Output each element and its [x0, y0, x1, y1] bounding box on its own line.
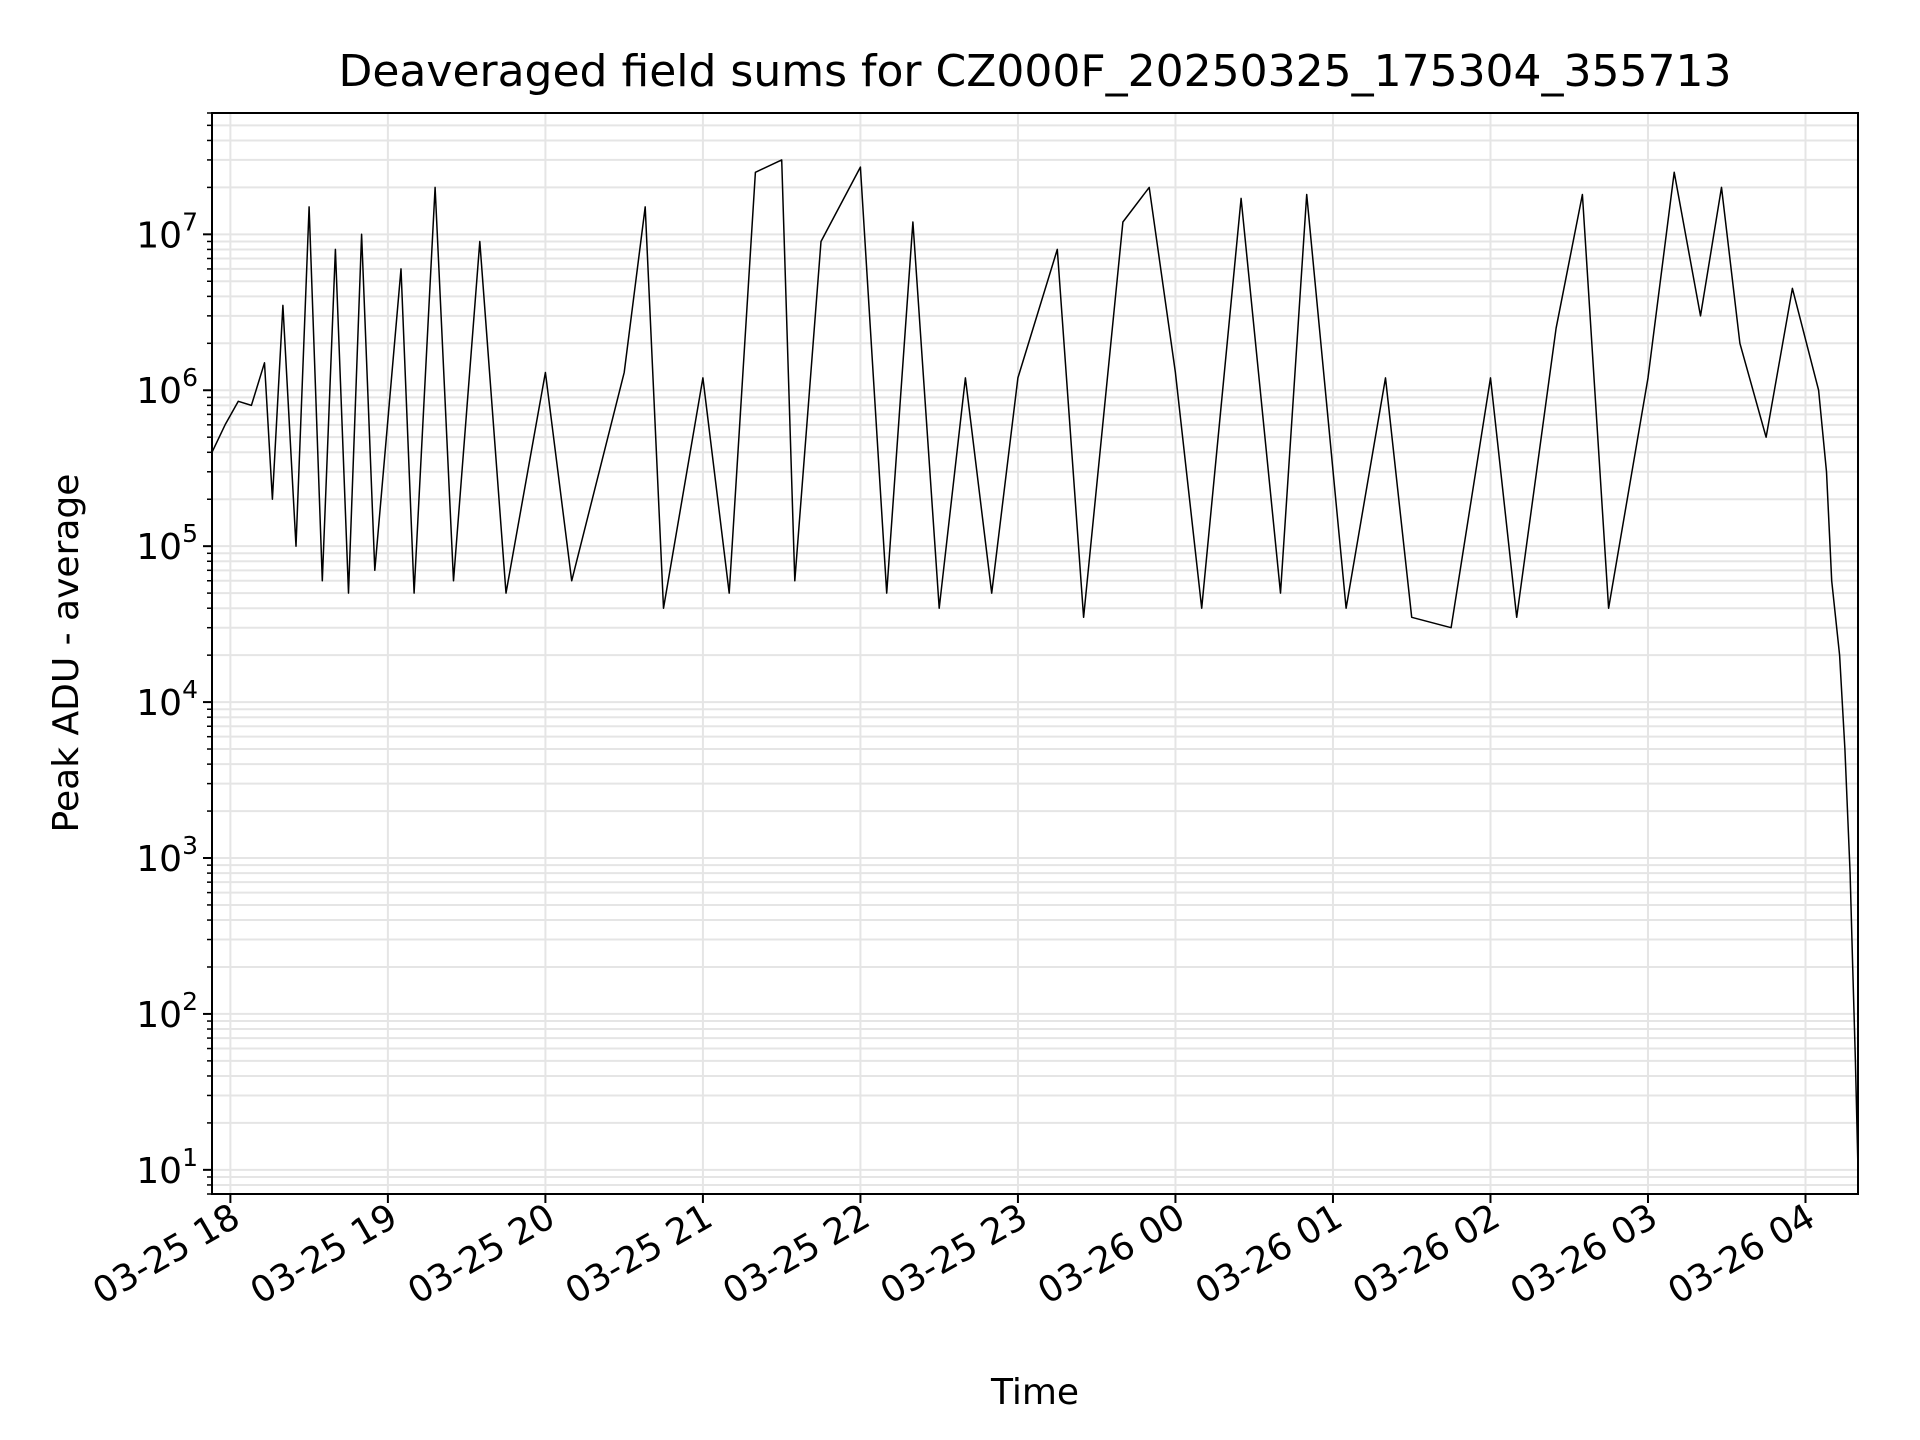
- data-series: [211, 159, 1859, 1170]
- y-tick-label: 102: [136, 987, 198, 1036]
- y-tick-label: 106: [136, 363, 198, 412]
- y-axis: 101 102 103 104 105 106 107: [136, 112, 212, 1195]
- y-tick-label: 107: [136, 207, 198, 256]
- plot-frame: [211, 112, 1859, 1195]
- grid: [212, 112, 1858, 1195]
- y-tick-label: 101: [136, 1143, 198, 1192]
- chart-title: Deaveraged field sums for CZ000F_2025032…: [338, 46, 1731, 97]
- y-tick-label: 103: [136, 831, 198, 880]
- x-axis-title: Time: [990, 1372, 1079, 1413]
- series-line: [211, 159, 1859, 1170]
- y-axis-title: Peak ADU - average: [46, 474, 87, 833]
- y-tick-label: 105: [136, 519, 198, 568]
- y-tick-label: 104: [136, 675, 198, 724]
